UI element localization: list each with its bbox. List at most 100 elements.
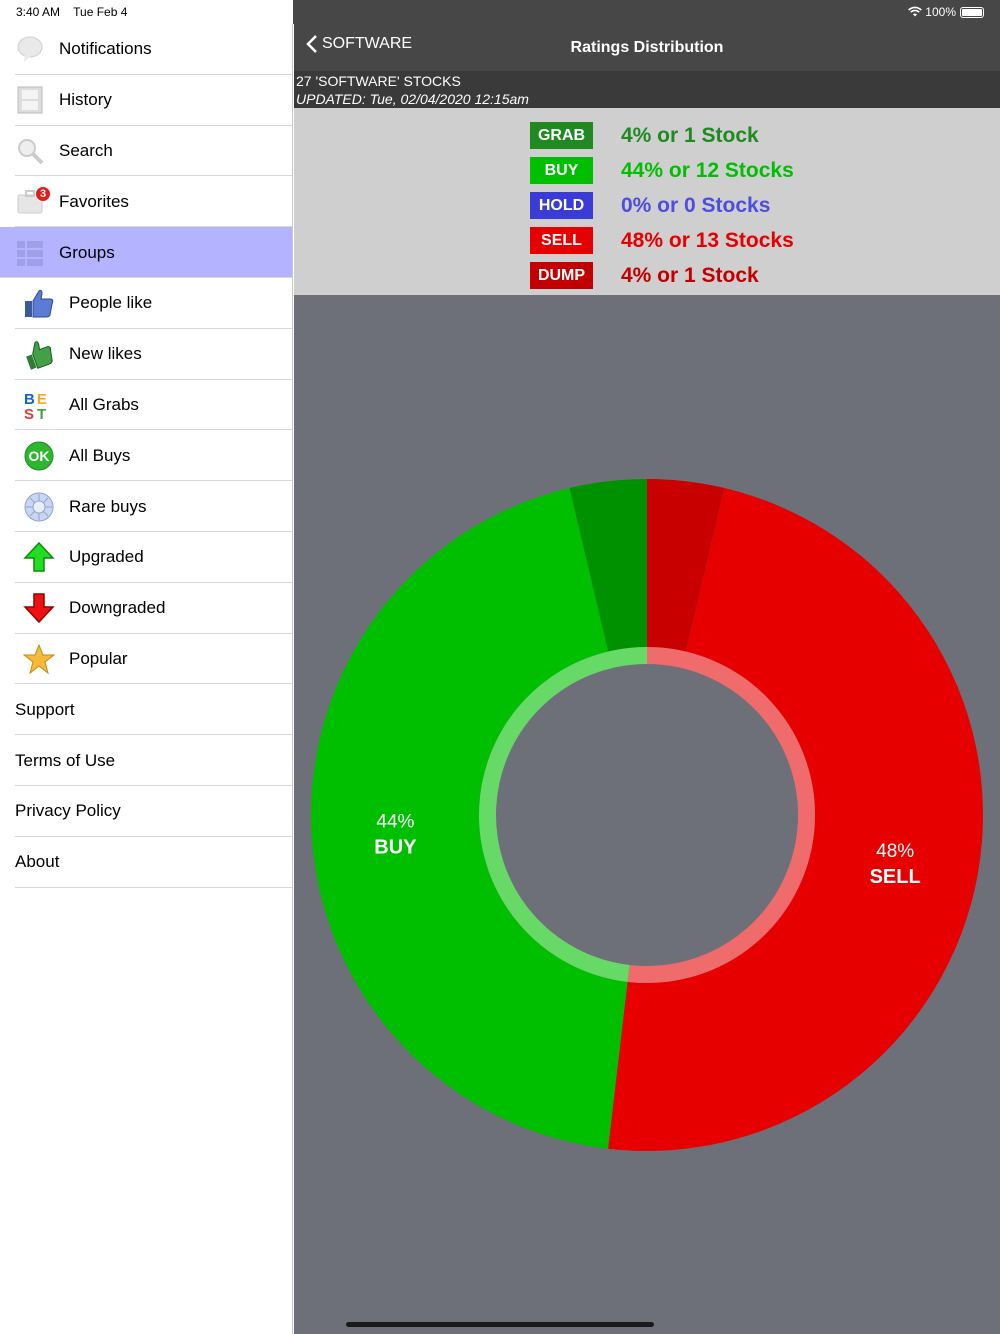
- sidebar-item-notifications[interactable]: Notifications: [0, 24, 292, 75]
- favorites-badge: 3: [35, 185, 51, 202]
- legend-row-sell: SELL 48% or 13 Stocks: [294, 223, 1000, 258]
- sidebar-item-label: Notifications: [59, 39, 152, 59]
- stock-count: 27 'SOFTWARE' STOCKS: [296, 73, 461, 89]
- back-button[interactable]: SOFTWARE: [306, 34, 412, 54]
- slice-label-name: SELL: [870, 866, 921, 888]
- battery-percent: 100%: [925, 5, 956, 19]
- sidebar-item-label: Upgraded: [69, 547, 144, 567]
- legend-text: 44% or 12 Stocks: [621, 158, 794, 182]
- star-icon: [22, 642, 56, 676]
- ok-icon: OK: [22, 439, 56, 473]
- ratings-legend: GRAB 4% or 1 Stock BUY 44% or 12 Stocks …: [294, 108, 1000, 295]
- sidebar-item-popular[interactable]: Popular: [0, 634, 292, 685]
- sidebar-item-all-buys[interactable]: OK All Buys: [0, 430, 292, 481]
- sidebar-item-terms-of-use[interactable]: Terms of Use: [0, 735, 292, 786]
- legend-badge: SELL: [530, 227, 593, 254]
- status-bar-left: 3:40 AM Tue Feb 4: [0, 0, 293, 24]
- svg-text:OK: OK: [29, 448, 50, 464]
- thumbs-up-icon: [22, 286, 56, 320]
- legend-text: 0% or 0 Stocks: [621, 193, 771, 217]
- inner-ring-buy: [479, 647, 648, 982]
- sidebar-item-label: Favorites: [59, 191, 129, 211]
- sidebar-item-label: Support: [15, 699, 75, 719]
- sidebar-item-label: Groups: [59, 242, 115, 262]
- legend-badge: BUY: [530, 157, 593, 184]
- legend-row-hold: HOLD 0% or 0 Stocks: [294, 188, 1000, 223]
- donut-slice-buy: [310, 488, 628, 1149]
- sidebar-item-about[interactable]: About: [0, 837, 292, 888]
- arrow-up-icon: [22, 540, 56, 574]
- sidebar-item-label: History: [59, 90, 112, 110]
- back-label: SOFTWARE: [322, 35, 413, 52]
- home-indicator: [346, 1322, 654, 1327]
- main-panel: SOFTWARE Ratings Distribution 27 'SOFTWA…: [294, 24, 1000, 1334]
- svg-text:T: T: [37, 406, 46, 421]
- svg-text:E: E: [37, 391, 47, 408]
- ratings-donut-chart-area: 48% SELL 44% BUY: [294, 295, 1000, 1334]
- updated-timestamp: UPDATED: Tue, 02/04/2020 12:15am: [296, 91, 529, 107]
- legend-row-grab: GRAB 4% or 1 Stock: [294, 118, 1000, 153]
- info-bar: 27 'SOFTWARE' STOCKS UPDATED: Tue, 02/04…: [294, 71, 1000, 108]
- sidebar-item-new-likes[interactable]: New likes: [0, 329, 292, 380]
- ratings-donut-chart: 48% SELL 44% BUY: [310, 479, 984, 1151]
- sidebar-item-label: Downgraded: [69, 598, 166, 618]
- sidebar-item-label: Search: [59, 140, 113, 160]
- sidebar-item-privacy-policy[interactable]: Privacy Policy: [0, 786, 292, 837]
- briefcase-icon: 3: [15, 185, 51, 217]
- sidebar-item-label: All Buys: [69, 445, 131, 465]
- svg-text:S: S: [24, 406, 34, 421]
- slice-label-pct: 48%: [876, 841, 914, 862]
- chat-bubble-icon: [15, 34, 45, 64]
- donut-slice-sell: [607, 488, 984, 1151]
- sidebar-item-people-like[interactable]: People like: [0, 278, 292, 329]
- sidebar-item-history[interactable]: History: [0, 75, 292, 126]
- slice-label-sell: 48% SELL: [870, 841, 921, 888]
- arrow-down-icon: [22, 591, 56, 625]
- sidebar-item-upgraded[interactable]: Upgraded: [0, 532, 292, 583]
- magnifier-icon: [15, 136, 45, 166]
- navigation-bar: SOFTWARE Ratings Distribution: [294, 24, 1000, 71]
- film-strip-icon: [15, 85, 45, 115]
- sidebar-item-search[interactable]: Search: [0, 126, 292, 177]
- sidebar-item-support[interactable]: Support: [0, 684, 292, 735]
- diamond-icon: [22, 490, 56, 524]
- slice-label-name: BUY: [374, 837, 417, 859]
- wifi-icon: [908, 6, 923, 17]
- slice-label-buy: 44% BUY: [374, 812, 417, 859]
- legend-badge: DUMP: [530, 262, 593, 289]
- sidebar-item-label: Terms of Use: [15, 750, 116, 770]
- legend-text: 48% or 13 Stocks: [621, 228, 794, 252]
- legend-row-buy: BUY 44% or 12 Stocks: [294, 153, 1000, 188]
- sidebar-item-rare-buys[interactable]: Rare buys: [0, 481, 292, 532]
- status-time: 3:40 AM: [16, 5, 61, 19]
- battery-icon: [960, 7, 984, 18]
- page-title: Ratings Distribution: [570, 39, 724, 56]
- sidebar-item-label: New likes: [69, 344, 142, 364]
- list-icon: [15, 238, 45, 268]
- status-date: Tue Feb 4: [73, 5, 128, 19]
- chevron-left-icon: [306, 35, 317, 53]
- donut-slice-grab: [569, 479, 647, 652]
- legend-badge: GRAB: [530, 122, 593, 149]
- sidebar-item-groups[interactable]: Groups: [0, 227, 292, 278]
- donut-slice-dump: [647, 479, 725, 652]
- slice-label-pct: 44%: [376, 812, 414, 833]
- legend-text: 4% or 1 Stock: [621, 123, 759, 147]
- sidebar: Notifications History Search 3 Favorites…: [0, 24, 293, 1334]
- sidebar-item-label: Popular: [69, 648, 128, 668]
- sidebar-item-downgraded[interactable]: Downgraded: [0, 583, 292, 634]
- sidebar-item-favorites[interactable]: 3 Favorites: [0, 176, 292, 227]
- sidebar-item-label: About: [15, 852, 60, 872]
- legend-row-dump: DUMP 4% or 1 Stock: [294, 258, 1000, 293]
- inner-ring-sell: [627, 647, 815, 983]
- svg-text:B: B: [24, 391, 35, 408]
- legend-badge: HOLD: [530, 192, 593, 219]
- legend-text: 4% or 1 Stock: [621, 263, 759, 287]
- status-bar-right: 100%: [293, 0, 1000, 24]
- sidebar-item-label: Rare buys: [69, 496, 147, 516]
- sidebar-item-label: All Grabs: [69, 394, 139, 414]
- sidebar-item-label: Privacy Policy: [15, 801, 121, 821]
- green-thumbs-up-icon: [22, 337, 56, 371]
